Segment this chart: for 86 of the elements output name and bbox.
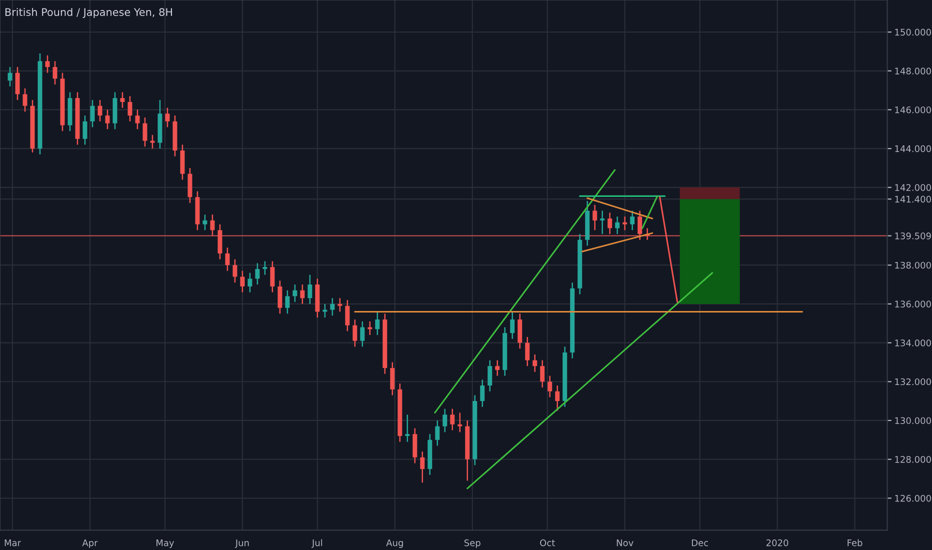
- candlestick: [525, 336, 530, 367]
- candlestick: [368, 320, 372, 336]
- candlestick: [292, 284, 298, 303]
- candlestick: [232, 258, 238, 284]
- candlestick: [82, 114, 88, 146]
- x-tick-label: Jul: [312, 539, 322, 548]
- x-tick-label: Jun: [234, 540, 249, 548]
- candlestick: [420, 450, 425, 484]
- candlestick: [225, 246, 230, 272]
- candlestick: [412, 428, 418, 464]
- candlestick: [22, 88, 28, 112]
- x-tick-label: May: [156, 540, 174, 548]
- candlestick: [188, 167, 192, 204]
- candlestick: [405, 414, 410, 442]
- candlestick: [248, 272, 252, 293]
- candlestick: [390, 362, 395, 396]
- candlestick: [518, 313, 522, 350]
- candlestick: [330, 297, 335, 316]
- y-tick-label: 142.000: [895, 184, 931, 191]
- candlestick: [442, 408, 448, 433]
- candlestick: [45, 54, 50, 74]
- candlestick: [488, 360, 492, 392]
- candlestick: [142, 116, 148, 148]
- candlestick: [510, 311, 515, 340]
- candlestick: [592, 204, 598, 231]
- candlestick: [360, 320, 365, 348]
- candlestick: [458, 412, 462, 433]
- x-tick-label: Oct: [540, 539, 555, 546]
- candlestick: [375, 311, 380, 336]
- x-tick-label: Aug: [386, 540, 403, 548]
- candlestick: [352, 318, 358, 348]
- candlestick: [300, 284, 305, 305]
- candlestick: [615, 216, 620, 235]
- candlestick: [262, 260, 268, 276]
- candlestick: [180, 144, 185, 180]
- candlestick: [135, 109, 140, 130]
- candlestick: [532, 354, 538, 373]
- y-tick-label: 141.400: [895, 196, 931, 203]
- candlestick: [270, 260, 275, 293]
- x-tick-label: 2020: [766, 539, 788, 546]
- candlestick: [90, 99, 95, 128]
- candlestick: [308, 274, 312, 305]
- candlestick: [548, 375, 552, 398]
- candlestick: [345, 299, 350, 332]
- candlestick: [622, 216, 628, 231]
- candlestick: [600, 210, 605, 235]
- x-tick-label: Apr: [82, 540, 98, 548]
- y-tick-label: 146.000: [895, 106, 931, 114]
- candlestick: [165, 107, 170, 128]
- y-tick-label: 132.000: [895, 378, 931, 386]
- candlestick: [555, 384, 560, 412]
- y-tick-label: 150.000: [895, 28, 931, 36]
- candlestick: [630, 210, 635, 231]
- x-tick-label: Feb: [848, 539, 862, 546]
- y-tick-label: 128.000: [895, 456, 931, 463]
- candlestick: [540, 360, 545, 388]
- candlestick: [128, 96, 132, 122]
- candlestick: [285, 290, 290, 314]
- candlestick: [338, 297, 342, 312]
- candlestick: [435, 420, 440, 446]
- candlestick: [98, 99, 102, 122]
- text: British Pound / Japanese Yen, 8H: [5, 8, 172, 18]
- x-tick-label: Mar: [4, 540, 22, 546]
- x-tick-label: Nov: [616, 540, 634, 546]
- y-tick-label: 144.000: [895, 145, 931, 152]
- x-tick-label: Sep: [464, 539, 480, 548]
- y-tick-label: 126.000: [895, 494, 931, 502]
- x-tick-label: Dec: [692, 540, 708, 546]
- candlestick: [240, 270, 245, 293]
- y-tick-label: 148.000: [895, 68, 931, 74]
- y-tick-label: 139.509: [895, 232, 931, 240]
- candlestick: [15, 66, 20, 101]
- candlestick: [255, 262, 260, 286]
- candlestick: [495, 360, 500, 376]
- y-tick-label: 130.000: [895, 417, 931, 424]
- candlestick: [105, 109, 110, 130]
- candlestick: [120, 92, 125, 108]
- candlestick: [202, 214, 208, 231]
- y-tick-label: 136.000: [895, 300, 931, 308]
- candlestick: [8, 66, 12, 88]
- y-tick-label: 134.000: [895, 340, 931, 346]
- candlestick: [278, 280, 282, 314]
- candlestick: [480, 379, 485, 408]
- y-tick-label: 138.000: [895, 262, 931, 269]
- candlestick: [450, 408, 455, 431]
- candlestick: [52, 60, 58, 86]
